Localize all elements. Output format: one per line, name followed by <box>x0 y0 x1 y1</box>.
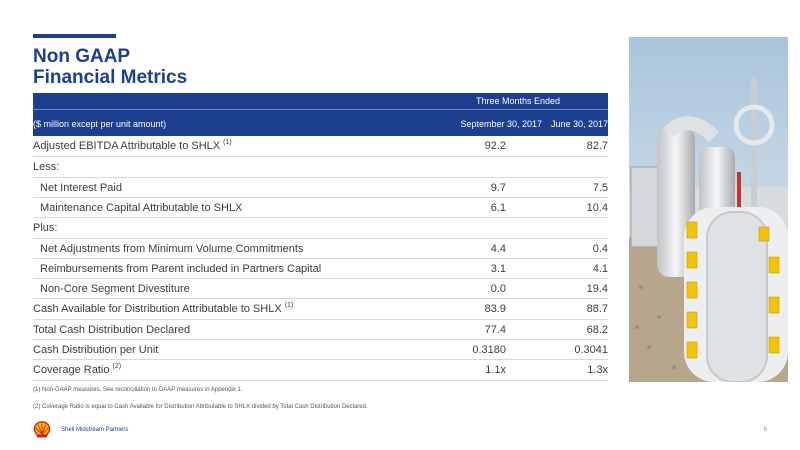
row-value-2: 88.7 <box>586 303 608 315</box>
row-label: Reimbursements from Parent included in P… <box>40 263 322 275</box>
row-label: Maintenance Capital Attributable to SHLX <box>40 202 243 214</box>
table-group-header: Three Months Ended <box>33 93 608 109</box>
row-label: Net Adjustments from Minimum Volume Comm… <box>40 243 304 255</box>
row-value-1: 77.4 <box>484 324 506 336</box>
row-value-2: 0.4 <box>592 243 608 255</box>
header-col-1: September 30, 2017 <box>460 119 542 129</box>
row-footnote-ref: (1) <box>223 139 232 146</box>
group-header-label: Three Months Ended <box>475 96 561 106</box>
table-row: Net Adjustments from Minimum Volume Comm… <box>33 239 608 259</box>
row-label: Net Interest Paid <box>40 182 122 194</box>
page-title-line-1: Non GAAP <box>33 46 131 67</box>
table-row: Coverage Ratio (2) 1.1x 1.3x <box>33 360 608 381</box>
row-value-2: 7.5 <box>592 182 608 194</box>
header-col-2: June 30, 2017 <box>550 119 608 129</box>
company-name: Shell Midstream Partners <box>61 427 129 433</box>
footnote-2: (2) Coverage Ratio is equal to Cash Avai… <box>33 404 368 410</box>
table-row: Maintenance Capital Attributable to SHLX… <box>33 198 608 218</box>
row-value-2: 1.3x <box>587 364 608 376</box>
row-value-1: 3.1 <box>490 263 506 275</box>
row-label: Coverage Ratio (2) <box>33 363 122 376</box>
row-value-2: 10.4 <box>586 202 608 214</box>
row-value-1: 92.2 <box>484 140 506 152</box>
row-value-2: 68.2 <box>586 324 608 336</box>
table-row: Plus: <box>33 218 608 239</box>
pipeline-valve-photo <box>629 37 788 382</box>
metrics-table: Three Months Ended ($ million except per… <box>33 93 608 381</box>
row-value-1: 0.0 <box>490 283 506 295</box>
table-row: Adjusted EBITDA Attributable to SHLX (1)… <box>33 136 608 157</box>
table-row: Reimbursements from Parent included in P… <box>33 259 608 279</box>
row-label: Plus: <box>33 222 58 234</box>
table-row: Less: <box>33 157 608 178</box>
row-footnote-ref: (1) <box>284 302 294 309</box>
title-accent-bar <box>33 34 116 38</box>
row-value-1: 0.3180 <box>472 344 506 356</box>
table-column-header: ($ million except per unit amount) Septe… <box>33 109 608 136</box>
row-value-1: 6.1 <box>490 202 506 214</box>
row-value-1: 4.4 <box>490 243 506 255</box>
row-value-2: 4.1 <box>592 263 608 275</box>
table-row: Cash Available for Distribution Attribut… <box>33 299 608 320</box>
row-value-2: 0.3041 <box>574 344 608 356</box>
page-title: Non GAAP Financial Metrics <box>33 46 333 88</box>
row-value-2: 82.7 <box>586 140 608 152</box>
table-row: Total Cash Distribution Declared 77.4 68… <box>33 320 608 340</box>
table-row: Non-Core Segment Divestiture 0.0 19.4 <box>33 279 608 299</box>
row-value-2: 19.4 <box>586 283 608 295</box>
table-row: Cash Distribution per Unit 0.3180 0.3041 <box>33 340 608 360</box>
footnotes: (1) Non-GAAP measures. See reconciliatio… <box>33 387 368 421</box>
row-value-1: 9.7 <box>490 182 506 194</box>
row-label: Cash Distribution per Unit <box>33 344 159 356</box>
row-label: Non-Core Segment Divestiture <box>40 283 190 295</box>
row-label: Total Cash Distribution Declared <box>33 324 191 336</box>
row-label: Less: <box>33 161 60 173</box>
row-footnote-ref: (2) <box>112 363 122 370</box>
row-label: Cash Available for Distribution Attribut… <box>33 302 294 315</box>
table-row: Net Interest Paid 9.7 7.5 <box>33 178 608 198</box>
page-title-line-2: Financial Metrics <box>33 67 188 88</box>
shell-pecten-logo-icon <box>33 421 51 438</box>
row-value-1: 83.9 <box>484 303 506 315</box>
footnote-1: (1) Non-GAAP measures. See reconciliatio… <box>33 387 243 393</box>
header-label: ($ million except per unit amount) <box>33 119 167 129</box>
row-label: Adjusted EBITDA Attributable to SHLX (1) <box>33 139 232 152</box>
row-value-1: 1.1x <box>485 364 506 376</box>
page-number: 6 <box>763 427 767 433</box>
